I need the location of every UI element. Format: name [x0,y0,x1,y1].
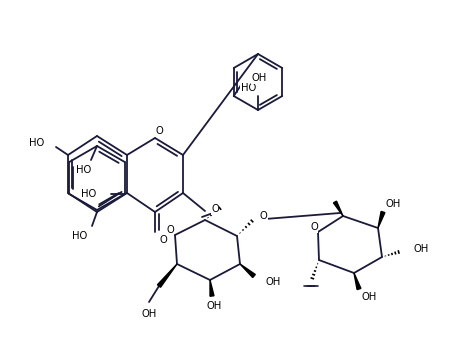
Text: OH: OH [386,199,401,209]
Text: O: O [166,225,174,235]
Text: HO: HO [82,189,97,199]
Text: O: O [160,235,168,245]
Text: HO: HO [72,231,87,241]
Text: O: O [211,204,219,214]
Text: OH: OH [414,244,429,254]
Text: OH: OH [252,73,267,83]
Text: O: O [260,211,268,221]
Text: HO: HO [241,83,256,93]
Text: O: O [155,126,163,136]
Text: HO: HO [29,138,44,148]
Text: O: O [310,222,318,232]
Text: OH: OH [207,301,221,311]
Polygon shape [240,264,255,278]
Polygon shape [354,273,361,290]
Text: HO: HO [76,165,91,175]
Polygon shape [333,201,343,216]
Polygon shape [157,264,177,287]
Polygon shape [210,280,214,296]
Text: OH: OH [266,277,281,287]
Polygon shape [378,212,385,228]
Text: OH: OH [141,309,156,319]
Text: OH: OH [362,292,377,302]
